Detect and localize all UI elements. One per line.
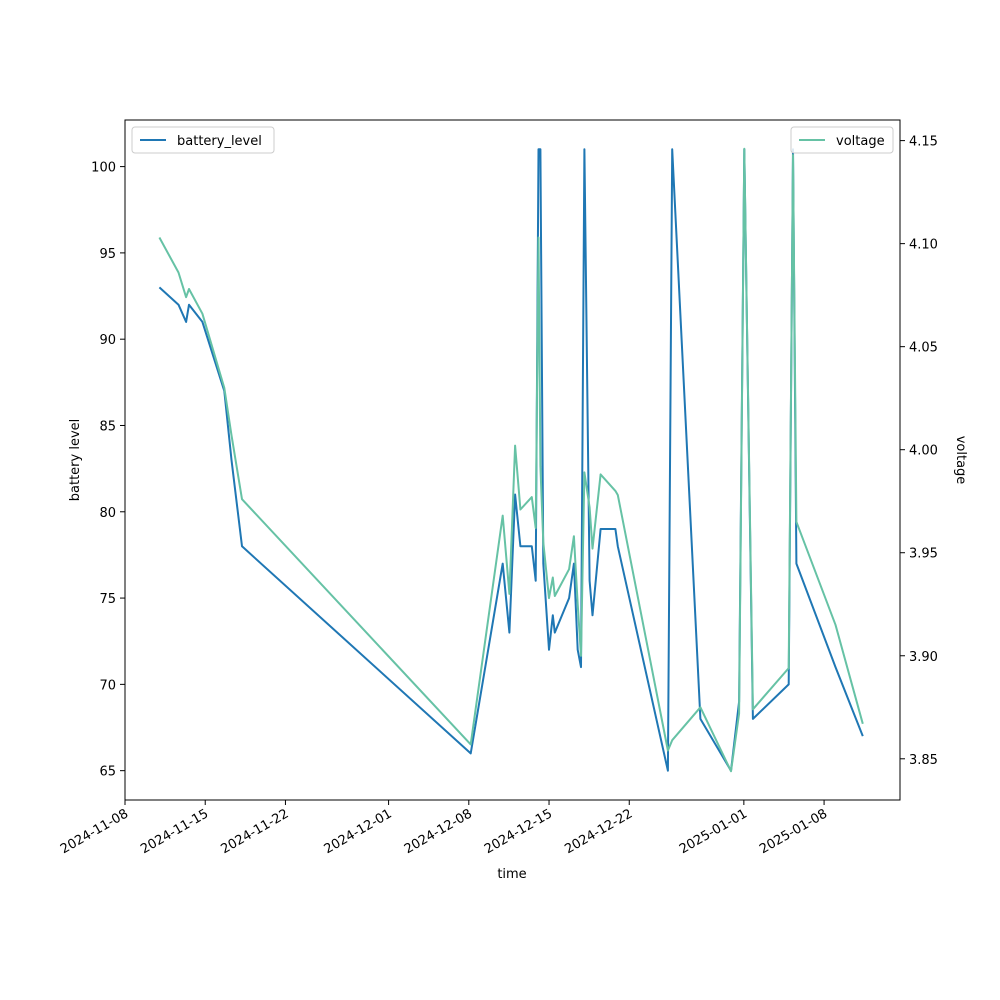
x-axis-label: time — [497, 867, 526, 882]
legend-left: battery_level — [131, 126, 275, 154]
y-left-tick-label: 65 — [99, 765, 116, 780]
y-left-tick-label: 95 — [99, 247, 116, 262]
legend-label-battery-level: battery_level — [177, 134, 262, 149]
y-left-tick-label: 100 — [91, 161, 116, 176]
y-left-tick-label: 90 — [99, 333, 116, 348]
y-left-tick-label: 80 — [99, 506, 116, 521]
x-tick-label: 2024-12-22 — [562, 806, 635, 857]
y-right-tick-label: 3.85 — [909, 753, 938, 768]
plot-frame — [124, 119, 901, 801]
x-tick-label: 2024-11-15 — [138, 806, 211, 857]
series-line-battery-level — [158, 148, 864, 772]
x-tick-label: 2025-01-01 — [677, 806, 750, 857]
y-left-tick-label: 70 — [99, 678, 116, 693]
y-axis-right-label: voltage — [953, 436, 968, 485]
y-axis-left-label: battery level — [68, 419, 83, 502]
y-right-tick-label: 4.10 — [909, 238, 938, 253]
x-tick-label: 2024-12-01 — [322, 806, 395, 857]
y-left-tick-label: 85 — [99, 419, 116, 434]
x-tick-label: 2024-12-08 — [402, 806, 475, 857]
legend-left-box — [131, 126, 275, 154]
x-tick-label: 2024-12-15 — [482, 806, 555, 857]
y-left-tick-label: 75 — [99, 592, 116, 607]
x-tick-label: 2025-01-08 — [757, 806, 830, 857]
y-right-tick-label: 4.15 — [909, 135, 938, 150]
x-axis: 2024-11-08 2024-11-15 2024-11-22 2024-12-01… — [58, 800, 830, 857]
legend-label-voltage: voltage — [836, 134, 885, 149]
x-tick-label: 2024-11-08 — [58, 806, 131, 857]
y-axis-right: 3.85 3.90 3.95 4.00 4.05 4.10 4.15 — [900, 135, 938, 768]
y-right-tick-label: 3.95 — [909, 547, 938, 562]
series-line-voltage — [158, 147, 864, 773]
legend-right: voltage — [790, 126, 894, 154]
series-lines-layer — [158, 147, 864, 773]
y-right-tick-label: 4.05 — [909, 341, 938, 356]
y-axis-left: 65 70 75 80 85 90 95 100 — [91, 161, 125, 780]
y-right-tick-label: 3.90 — [909, 650, 938, 665]
legend-right-box — [790, 126, 894, 154]
y-right-tick-label: 4.00 — [909, 444, 938, 459]
x-tick-label: 2024-11-22 — [218, 806, 291, 857]
